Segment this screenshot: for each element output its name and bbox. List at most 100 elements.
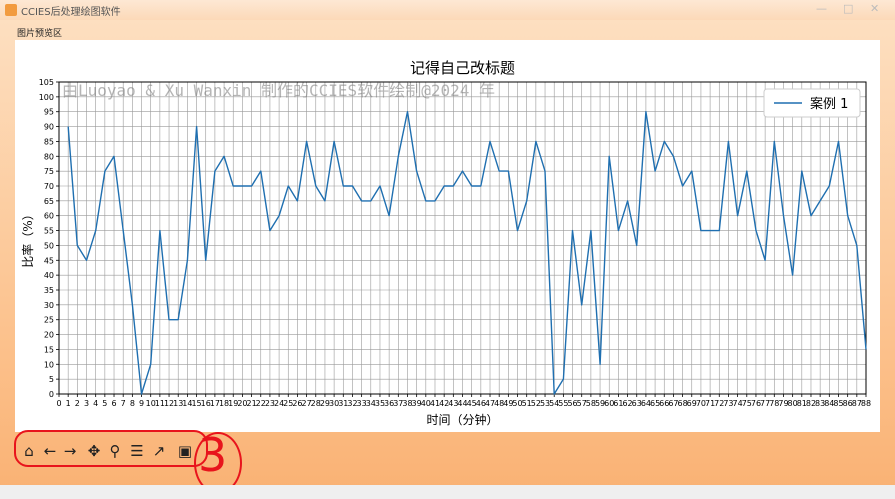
x-tick-label: 79 bbox=[778, 399, 788, 408]
edit-axis-icon[interactable]: ↗ bbox=[152, 442, 166, 460]
x-tick-label: 25 bbox=[283, 399, 293, 408]
x-tick-label: 85 bbox=[833, 399, 843, 408]
preview-area-label: 图片预览区 bbox=[17, 29, 63, 39]
x-tick-label: 4 bbox=[93, 399, 98, 408]
x-tick-label: 38 bbox=[402, 399, 412, 408]
x-tick-label: 69 bbox=[687, 399, 697, 408]
annotation-number: 3 bbox=[198, 428, 228, 482]
x-tick-label: 17 bbox=[210, 399, 220, 408]
x-tick-label: 12 bbox=[164, 399, 174, 408]
x-tick-label: 63 bbox=[632, 399, 642, 408]
maximize-icon[interactable]: □ bbox=[843, 2, 854, 15]
x-tick-label: 5 bbox=[102, 399, 107, 408]
x-tick-label: 55 bbox=[558, 399, 568, 408]
x-tick-label: 68 bbox=[677, 399, 687, 408]
y-tick-label: 25 bbox=[44, 316, 54, 325]
y-tick-label: 105 bbox=[39, 78, 54, 87]
x-tick-label: 27 bbox=[302, 399, 312, 408]
y-tick-label: 85 bbox=[44, 137, 54, 146]
y-tick-label: 30 bbox=[44, 301, 54, 310]
pan-move-icon[interactable]: ✥ bbox=[87, 442, 101, 460]
zoom-magnifier-icon[interactable]: ⚲ bbox=[109, 442, 121, 460]
save-floppy-icon[interactable]: ▣ bbox=[177, 442, 193, 460]
x-tick-label: 28 bbox=[311, 399, 321, 408]
x-tick-label: 37 bbox=[393, 399, 403, 408]
x-tick-label: 66 bbox=[659, 399, 669, 408]
x-tick-label: 8 bbox=[130, 399, 135, 408]
x-tick-label: 60 bbox=[604, 399, 614, 408]
plot-canvas[interactable]: 0 1 2 3 4 5 6 7 8 9 10 11 12 13 14 15 16 17 18 19 20 21 22 23 24… bbox=[15, 40, 880, 432]
y-tick-label: 100 bbox=[39, 93, 54, 102]
close-icon[interactable]: ✕ bbox=[870, 2, 880, 15]
x-tick-label: 75 bbox=[742, 399, 752, 408]
x-tick-label: 42 bbox=[439, 399, 449, 408]
x-tick-label: 30 bbox=[329, 399, 339, 408]
x-tick-label: 64 bbox=[641, 399, 651, 408]
x-tick-label: 87 bbox=[852, 399, 862, 408]
x-tick-label: 32 bbox=[347, 399, 357, 408]
x-tick-label: 35 bbox=[375, 399, 385, 408]
x-tick-label: 19 bbox=[228, 399, 238, 408]
legend-label: 案例 1 bbox=[810, 97, 848, 112]
x-tick-label: 65 bbox=[650, 399, 660, 408]
x-tick-label: 56 bbox=[567, 399, 577, 408]
x-tick-label: 46 bbox=[476, 399, 486, 408]
x-tick-label: 67 bbox=[668, 399, 678, 408]
y-tick-label: 35 bbox=[44, 286, 54, 295]
x-tick-label: 80 bbox=[788, 399, 798, 408]
x-tick-label: 76 bbox=[751, 399, 761, 408]
x-tick-label: 22 bbox=[256, 399, 266, 408]
app-icon bbox=[5, 4, 17, 16]
x-tick-label: 6 bbox=[111, 399, 116, 408]
y-tick-label: 0 bbox=[49, 390, 54, 399]
x-tick-label: 70 bbox=[696, 399, 706, 408]
x-tick-label: 44 bbox=[457, 399, 467, 408]
x-tick-label: 18 bbox=[219, 399, 229, 408]
x-tick-label: 74 bbox=[733, 399, 743, 408]
y-tick-label: 15 bbox=[44, 345, 54, 354]
y-tick-label: 50 bbox=[44, 241, 54, 250]
x-tick-label: 47 bbox=[485, 399, 495, 408]
x-tick-label: 49 bbox=[503, 399, 513, 408]
y-tick-label: 65 bbox=[44, 197, 54, 206]
x-tick-label: 45 bbox=[467, 399, 477, 408]
x-tick-label: 36 bbox=[384, 399, 394, 408]
y-tick-label: 80 bbox=[44, 152, 54, 161]
x-tick-label: 10 bbox=[146, 399, 156, 408]
x-tick-label: 34 bbox=[366, 399, 376, 408]
home-icon[interactable]: ⌂ bbox=[24, 442, 34, 460]
forward-arrow-icon[interactable]: → bbox=[63, 442, 77, 460]
x-tick-label: 24 bbox=[274, 399, 284, 408]
x-tick-label: 78 bbox=[769, 399, 779, 408]
x-tick-label: 16 bbox=[201, 399, 211, 408]
x-tick-label: 1 bbox=[66, 399, 71, 408]
chart-title: 记得自己改标题 bbox=[410, 59, 515, 77]
x-tick-label: 11 bbox=[155, 399, 165, 408]
x-tick-label: 14 bbox=[182, 399, 192, 408]
x-tick-label: 13 bbox=[173, 399, 183, 408]
x-tick-label: 50 bbox=[512, 399, 522, 408]
x-tick-label: 59 bbox=[595, 399, 605, 408]
configure-subplots-icon[interactable]: ☰ bbox=[130, 442, 144, 460]
x-tick-label: 0 bbox=[56, 399, 61, 408]
x-tick-label: 51 bbox=[522, 399, 532, 408]
x-tick-label: 71 bbox=[705, 399, 715, 408]
plot-toolbar: ⌂ ← → ✥ ⚲ ☰ ↗ ▣ bbox=[14, 430, 208, 467]
back-arrow-icon[interactable]: ← bbox=[43, 442, 57, 460]
y-tick-label: 40 bbox=[44, 271, 54, 280]
x-tick-label: 43 bbox=[448, 399, 458, 408]
x-tick-label: 39 bbox=[412, 399, 422, 408]
status-bar bbox=[0, 485, 895, 499]
x-tick-label: 21 bbox=[246, 399, 256, 408]
y-axis-label: 比率（%） bbox=[20, 208, 35, 267]
minimize-icon[interactable]: — bbox=[816, 2, 827, 15]
x-tick-label: 52 bbox=[531, 399, 541, 408]
title-bar: CCIES后处理绘图软件 — □ ✕ bbox=[0, 0, 895, 20]
x-tick-label: 26 bbox=[292, 399, 302, 408]
y-tick-label: 70 bbox=[44, 182, 54, 191]
x-tick-label: 81 bbox=[797, 399, 807, 408]
y-tick-label: 20 bbox=[44, 331, 54, 340]
x-axis-label: 时间（分钟） bbox=[426, 412, 498, 427]
x-tick-label: 3 bbox=[84, 399, 89, 408]
x-tick-label: 83 bbox=[815, 399, 825, 408]
